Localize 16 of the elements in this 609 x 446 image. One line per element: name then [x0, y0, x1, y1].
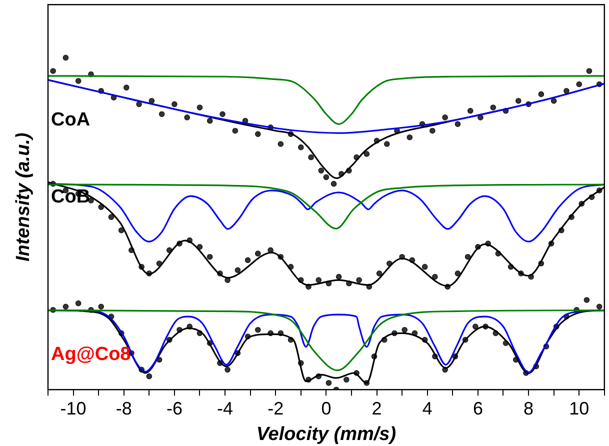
- x-tick-label: -10: [60, 398, 86, 418]
- x-tick-label: 6: [472, 398, 483, 418]
- x-axis-title: Velocity (mm/s): [256, 424, 396, 445]
- annotation: CoB: [51, 186, 90, 208]
- y-axis-title: Intensity (a.u.): [13, 132, 34, 262]
- annotation: Ag@Co8: [51, 344, 131, 366]
- x-tick-label: 10: [569, 398, 590, 418]
- x-tick-label: 4: [422, 398, 432, 418]
- x-tick-label: -6: [166, 398, 182, 418]
- x-tick-label: -2: [268, 398, 284, 418]
- x-tick-label: 8: [524, 398, 534, 418]
- x-tick-label: 2: [372, 398, 382, 418]
- x-tick-label: 0: [321, 398, 332, 418]
- x-tick-label: -4: [217, 398, 234, 418]
- x-tick-label: -8: [116, 398, 132, 418]
- annotation: CoA: [51, 109, 90, 130]
